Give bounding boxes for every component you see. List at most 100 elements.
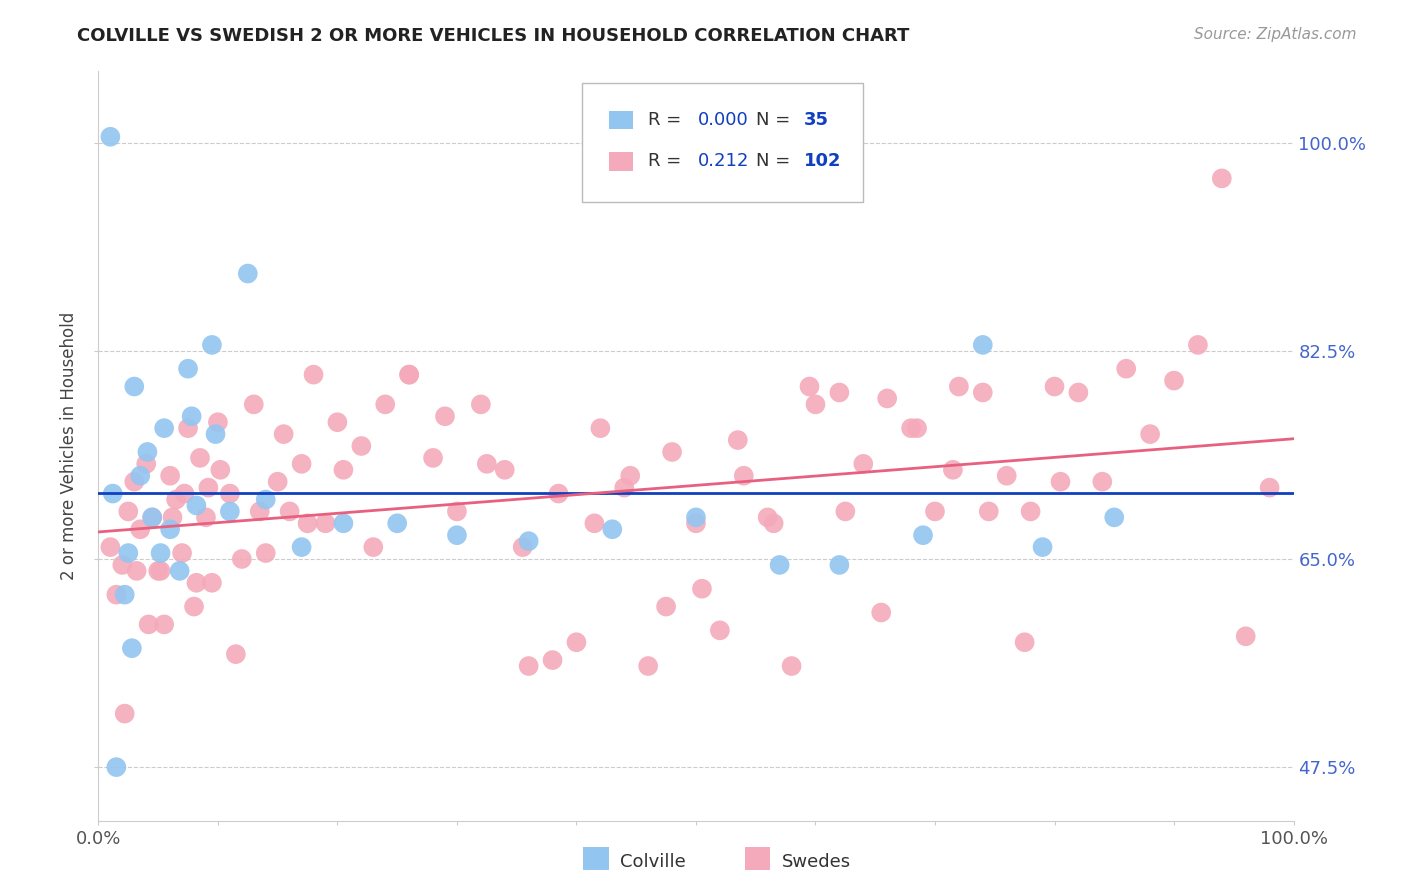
Point: [799, 379, 821, 393]
Point: [446, 504, 468, 518]
Point: [165, 492, 187, 507]
Point: [278, 504, 301, 518]
Point: [470, 397, 492, 411]
Point: [762, 516, 785, 531]
Point: [249, 504, 271, 518]
Point: [583, 516, 606, 531]
Point: [834, 504, 856, 518]
Point: [995, 468, 1018, 483]
Point: [183, 599, 205, 614]
Point: [876, 392, 898, 406]
Point: [905, 421, 928, 435]
Point: [291, 457, 314, 471]
Point: [236, 267, 259, 281]
Point: [1187, 338, 1209, 352]
Point: [129, 522, 152, 536]
Point: [125, 564, 148, 578]
Point: [225, 647, 247, 661]
Text: N =: N =: [756, 153, 790, 170]
Point: [769, 558, 792, 572]
Point: [159, 522, 181, 536]
Point: [117, 504, 139, 518]
Point: [315, 516, 337, 531]
Point: [1163, 374, 1185, 388]
Point: [98, 540, 122, 554]
Point: [756, 510, 779, 524]
Point: [517, 534, 540, 549]
Point: [98, 129, 122, 144]
Point: [942, 463, 965, 477]
Point: [1067, 385, 1090, 400]
Point: [254, 492, 277, 507]
Point: [1104, 510, 1126, 524]
Point: [613, 481, 636, 495]
Point: [733, 468, 755, 483]
Point: [291, 540, 314, 554]
Point: [136, 445, 159, 459]
Point: [475, 457, 498, 471]
Point: [332, 463, 354, 477]
Point: [141, 510, 163, 524]
Point: [972, 338, 994, 352]
Point: [494, 463, 516, 477]
Point: [149, 546, 172, 560]
FancyBboxPatch shape: [609, 111, 633, 129]
Point: [446, 528, 468, 542]
Point: [138, 617, 160, 632]
Text: COLVILLE VS SWEDISH 2 OR MORE VEHICLES IN HOUSEHOLD CORRELATION CHART: COLVILLE VS SWEDISH 2 OR MORE VEHICLES I…: [77, 27, 910, 45]
Point: [254, 546, 277, 560]
Point: [153, 421, 176, 435]
FancyBboxPatch shape: [582, 83, 863, 202]
Point: [602, 522, 624, 536]
Text: Source: ZipAtlas.com: Source: ZipAtlas.com: [1194, 27, 1357, 42]
Point: [121, 641, 143, 656]
Text: R =: R =: [648, 112, 682, 129]
Point: [900, 421, 922, 435]
Point: [273, 427, 295, 442]
FancyBboxPatch shape: [745, 847, 770, 870]
Point: [374, 397, 396, 411]
Point: [828, 558, 851, 572]
Point: [162, 510, 184, 524]
Point: [101, 486, 124, 500]
Point: [195, 510, 218, 524]
Point: [565, 635, 588, 649]
Point: [547, 486, 569, 500]
Point: [180, 409, 202, 424]
Point: [219, 486, 242, 500]
Point: [1019, 504, 1042, 518]
Point: [114, 706, 136, 721]
Point: [852, 457, 875, 471]
Point: [111, 558, 134, 572]
Point: [541, 653, 564, 667]
Point: [153, 617, 176, 632]
Point: [209, 463, 232, 477]
Point: [517, 659, 540, 673]
Point: [1139, 427, 1161, 442]
Point: [124, 475, 146, 489]
Point: [589, 421, 612, 435]
Point: [169, 564, 191, 578]
Point: [1258, 481, 1281, 495]
Point: [149, 564, 172, 578]
Point: [148, 564, 170, 578]
Point: [972, 385, 994, 400]
Point: [231, 552, 253, 566]
Point: [267, 475, 290, 489]
Point: [1091, 475, 1114, 489]
Point: [172, 546, 194, 560]
Point: [924, 504, 946, 518]
Point: [332, 516, 354, 531]
Text: N =: N =: [756, 112, 790, 129]
Point: [124, 379, 146, 393]
Point: [186, 575, 208, 590]
Point: [1049, 475, 1071, 489]
Point: [302, 368, 325, 382]
Point: [977, 504, 1000, 518]
Point: [297, 516, 319, 531]
Point: [197, 481, 219, 495]
Text: 35: 35: [804, 112, 828, 129]
Point: [129, 468, 152, 483]
Text: R =: R =: [648, 153, 682, 170]
Point: [661, 445, 683, 459]
